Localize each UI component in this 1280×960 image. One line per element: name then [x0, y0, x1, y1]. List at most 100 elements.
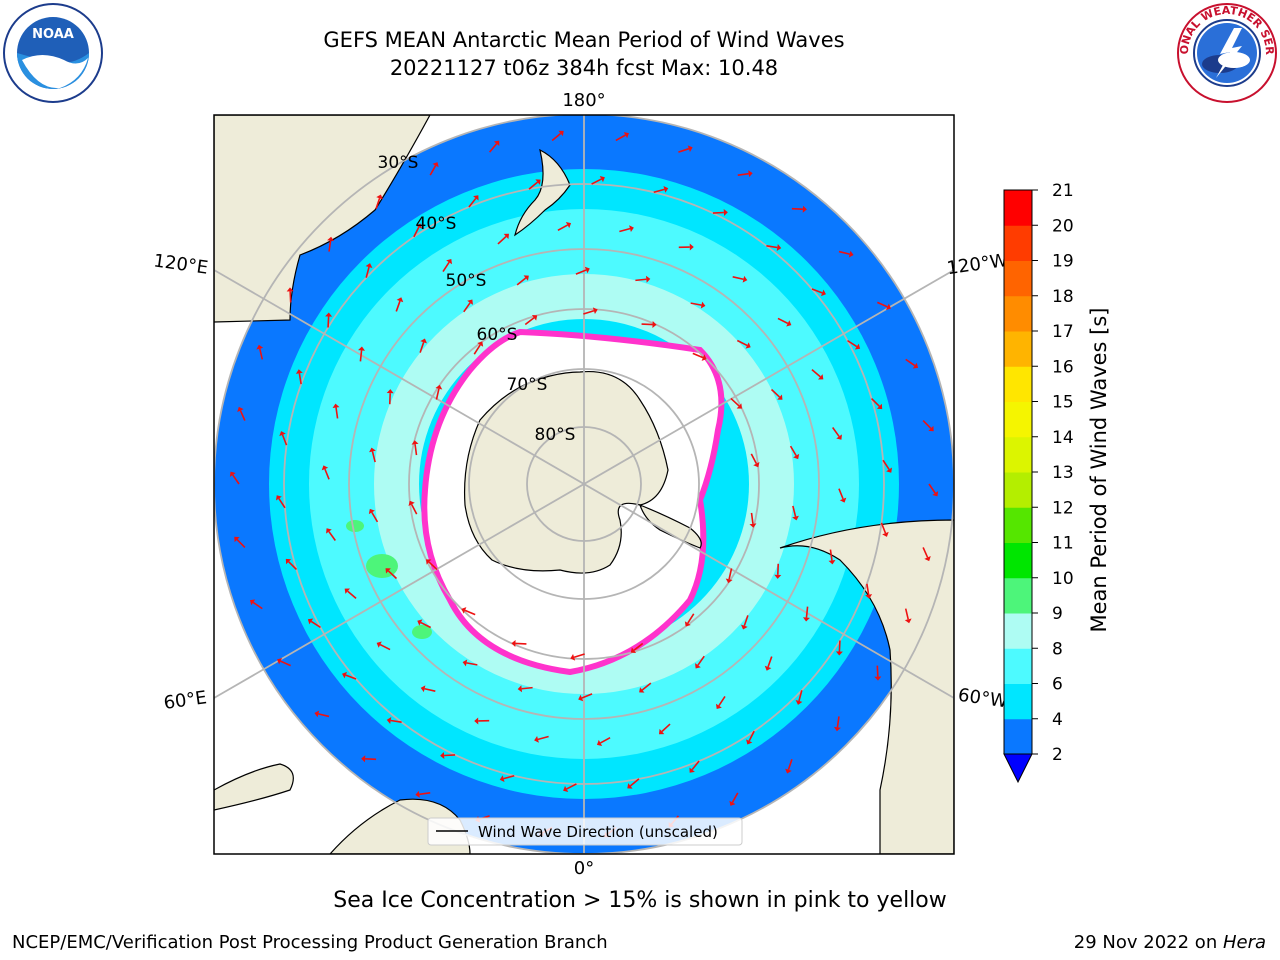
wind-wave-arrow	[521, 686, 533, 690]
colorbar-segment	[1004, 260, 1032, 297]
wind-wave-arrow-head	[376, 194, 383, 200]
colorbar-tick-label: 2	[1052, 745, 1063, 765]
wind-wave-arrow-head	[415, 223, 422, 229]
wind-wave-arrow	[424, 687, 436, 692]
wind-wave-arrow-head	[749, 523, 757, 528]
wind-wave-arrow	[379, 643, 391, 651]
wind-wave-arrow-head	[385, 568, 391, 574]
wind-wave-arrow	[811, 288, 823, 294]
wind-wave-arrow-head	[802, 617, 810, 622]
wind-wave-arrow-head	[736, 403, 742, 409]
wind-wave-arrow	[503, 775, 515, 780]
lat-label-50s: 50°S	[446, 271, 487, 291]
wind-wave-arrow-head	[627, 783, 633, 789]
colorbar-segment	[1004, 648, 1032, 684]
wind-wave-arrow-head	[792, 515, 799, 521]
wind-wave-arrow	[791, 207, 803, 210]
wind-wave-arrow	[464, 609, 476, 616]
wind-wave-arrow-head	[386, 389, 394, 394]
wind-wave-arrow	[619, 227, 631, 233]
wind-wave-arrow-head	[314, 710, 320, 718]
wind-wave-arrow	[750, 453, 758, 465]
wind-wave-arrow	[281, 434, 288, 446]
wind-wave-arrow-head	[687, 145, 693, 152]
wind-wave-arrow	[922, 547, 929, 558]
wind-wave-arrow-head	[534, 735, 539, 743]
wind-wave-arrow	[641, 682, 652, 691]
wind-wave-arrow	[882, 459, 890, 470]
wind-wave-arrow-head	[325, 312, 333, 317]
wind-wave-arrow	[347, 590, 357, 599]
wind-wave-arrow	[259, 348, 264, 360]
wind-wave-arrow	[750, 512, 754, 524]
wind-wave-arrow-head	[440, 752, 445, 760]
wind-wave-arrow-head	[886, 467, 893, 473]
wind-wave-arrow-head	[684, 621, 691, 627]
wind-wave-arrow	[419, 341, 425, 353]
wind-wave-arrow-head	[249, 599, 256, 606]
wind-wave-arrow	[310, 620, 321, 629]
colorbar-tick-label: 14	[1052, 428, 1074, 448]
wind-wave-arrow	[731, 792, 739, 803]
wind-wave-arrow	[832, 427, 840, 437]
wind-wave-arrow	[390, 719, 402, 723]
colorbar-tick-label: 13	[1052, 463, 1074, 483]
wind-wave-arrow-head	[332, 403, 340, 409]
wind-wave-arrow-head	[286, 287, 294, 292]
wind-wave-arrow-head	[924, 556, 931, 562]
wind-wave-arrow-head	[785, 768, 792, 774]
wind-wave-arrow	[904, 608, 909, 620]
wind-wave-arrow	[583, 309, 595, 315]
wind-wave-arrow-head	[503, 233, 509, 240]
wind-wave-arrow-head	[420, 338, 427, 344]
wind-wave-arrow	[767, 656, 773, 668]
colorbar-label: Mean Period of Wind Waves [s]	[1087, 308, 1111, 633]
wind-wave-arrow	[792, 505, 797, 517]
wind-wave-arrow-head	[493, 140, 500, 146]
wind-wave-arrow	[327, 316, 330, 328]
wind-wave-arrow	[798, 690, 803, 702]
wind-wave-arrow-head	[592, 307, 598, 315]
wind-wave-arrow-head	[511, 639, 516, 647]
lon-label-60e: 60°E	[162, 687, 208, 714]
colorbar-tick-label: 6	[1052, 675, 1063, 695]
wind-wave-arrow-head	[701, 354, 707, 361]
wind-wave-arrow-head	[473, 195, 479, 201]
map-canvas: 30°S 40°S 50°S 60°S 70°S 80°S Wind Wave …	[214, 115, 954, 854]
colorbar-tick-label: 20	[1052, 216, 1074, 236]
wind-wave-arrow	[766, 245, 778, 249]
wind-wave-arrow	[278, 498, 286, 509]
wind-wave-arrow-head	[361, 755, 366, 763]
wind-wave-arrow-head	[432, 162, 439, 168]
wind-wave-arrow	[280, 660, 291, 667]
wind-wave-arrow-head	[777, 394, 783, 400]
colorbar-tick-label: 21	[1052, 181, 1074, 201]
lon-label-180: 180°	[562, 90, 605, 111]
wind-wave-arrow-head	[599, 175, 605, 183]
legend-box	[427, 817, 743, 846]
wind-wave-arrow	[838, 488, 844, 500]
map-frame	[213, 114, 955, 855]
wind-wave-arrow	[488, 143, 498, 153]
wind-wave-arrow-head	[369, 447, 376, 453]
wind-wave-arrow-head	[764, 665, 772, 671]
wind-wave-arrow-head	[578, 694, 584, 702]
wind-wave-arrow	[573, 653, 585, 659]
wind-wave-arrow	[678, 147, 690, 153]
wind-wave-arrow-head	[386, 717, 392, 724]
chart-title: GEFS MEAN Antarctic Mean Period of Wind …	[323, 28, 845, 52]
wind-wave-arrow	[838, 250, 850, 255]
wind-wave-arrow	[328, 531, 336, 541]
wind-wave-arrow	[335, 407, 339, 419]
wind-wave-arrow-head	[820, 289, 826, 297]
wind-wave-arrow-head	[836, 434, 842, 440]
wind-wave-arrow	[516, 277, 527, 286]
wind-wave-arrow-head	[461, 607, 467, 614]
wind-wave-arrow	[365, 758, 377, 761]
wind-wave-arrow-head	[596, 739, 603, 747]
lon-label-0: 0°	[574, 858, 594, 879]
wind-wave-arrow	[692, 352, 704, 359]
noaa-logo-icon: NOAA	[3, 3, 103, 103]
wind-wave-arrow-head	[904, 618, 912, 624]
wind-wave-arrow-head	[753, 462, 760, 468]
